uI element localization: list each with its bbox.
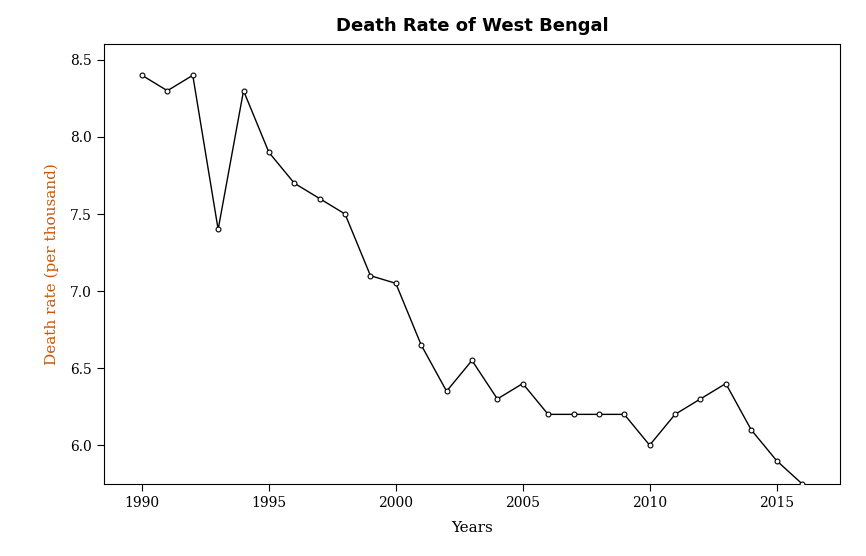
X-axis label: Years: Years — [451, 520, 493, 535]
Title: Death Rate of West Bengal: Death Rate of West Bengal — [336, 17, 608, 34]
Y-axis label: Death rate (per thousand): Death rate (per thousand) — [45, 163, 59, 365]
